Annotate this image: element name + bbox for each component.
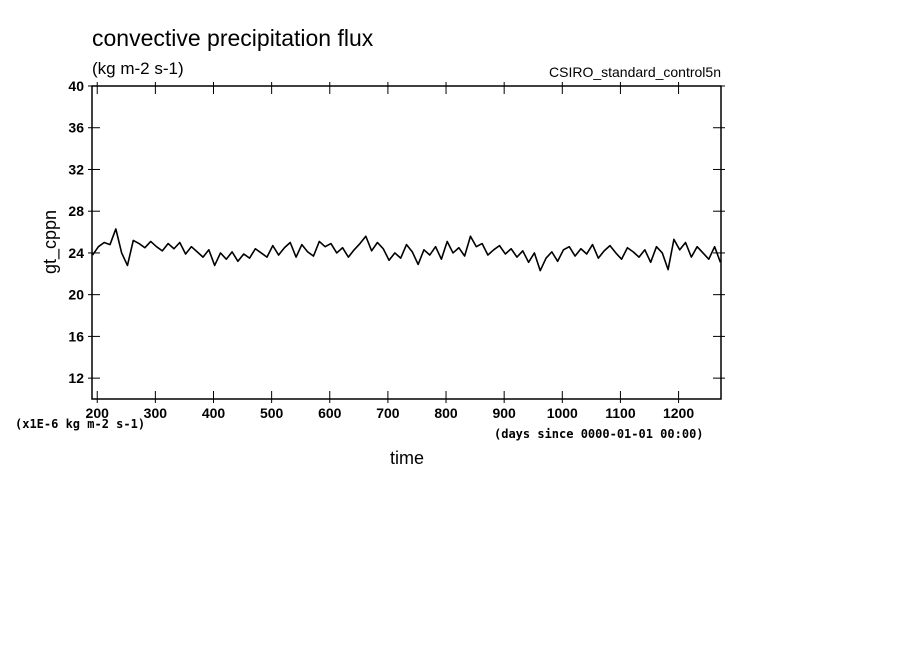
x-units-note: (days since 0000-01-01 00:00) — [494, 427, 704, 441]
chart-title: convective precipitation flux — [92, 25, 374, 51]
data-line — [91, 228, 722, 272]
x-tick-label: 1000 — [547, 405, 578, 421]
y-tick-label: 12 — [68, 370, 84, 386]
x-tick-label: 1200 — [663, 405, 694, 421]
x-tick-label: 300 — [144, 405, 168, 421]
x-axis-label: time — [390, 448, 424, 468]
y-axis-label: gt_cppn — [40, 210, 61, 274]
x-tick-label: 200 — [86, 405, 110, 421]
plot-frame — [91, 85, 722, 400]
x-tick-label: 500 — [260, 405, 284, 421]
x-tick-label: 800 — [434, 405, 458, 421]
y-units-note: (x1E-6 kg m-2 s-1) — [15, 417, 145, 431]
x-tick-label: 900 — [492, 405, 516, 421]
chart-subtitle: (kg m-2 s-1) — [92, 59, 184, 78]
x-tick-label: 400 — [202, 405, 226, 421]
y-tick-label: 40 — [68, 78, 84, 94]
dataset-label: CSIRO_standard_control5n — [549, 64, 721, 80]
y-tick-label: 32 — [68, 161, 84, 177]
x-tick-label: 700 — [376, 405, 400, 421]
y-tick-label: 16 — [68, 328, 84, 344]
x-tick-label: 600 — [318, 405, 342, 421]
y-tick-label: 28 — [68, 203, 84, 219]
y-tick-label: 36 — [68, 120, 84, 136]
y-tick-label: 24 — [68, 245, 84, 261]
y-tick-label: 20 — [68, 287, 84, 303]
x-tick-label: 1100 — [605, 405, 636, 421]
